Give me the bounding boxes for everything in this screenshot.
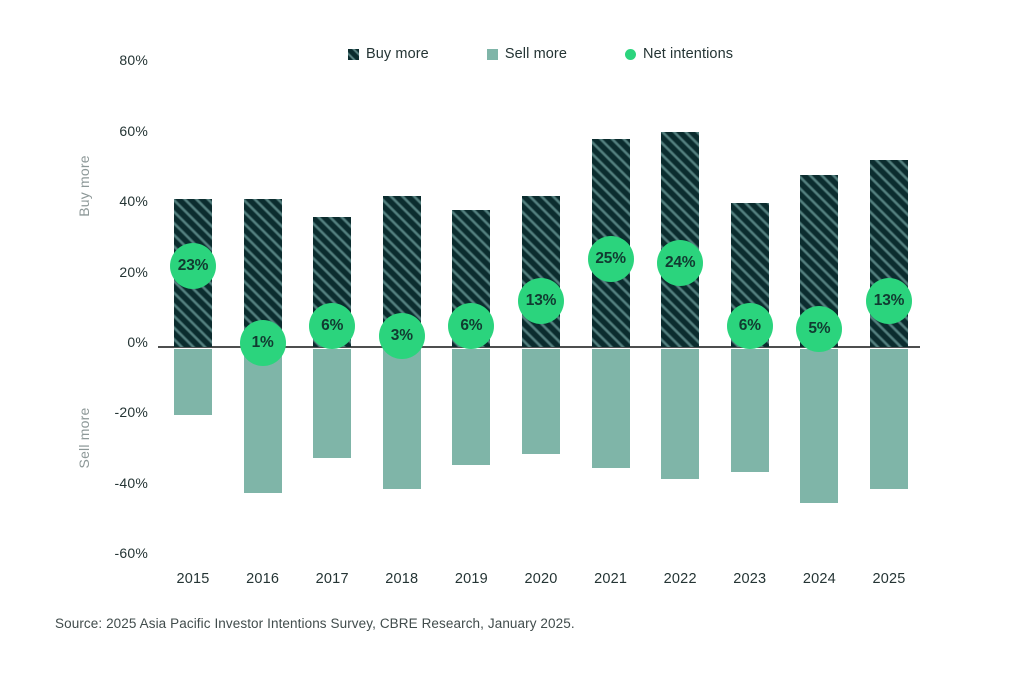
sell-bar-2015 xyxy=(174,348,212,416)
legend-label: Sell more xyxy=(504,46,568,62)
net-intentions-bubble-2016: 1% xyxy=(239,320,286,367)
sell-bar-2017 xyxy=(313,348,352,458)
y-tick-80: 80% xyxy=(119,52,148,69)
x-axis-label-2016: 2016 xyxy=(246,571,280,587)
sell-bar-2024 xyxy=(800,348,839,504)
x-axis-label-2022: 2022 xyxy=(663,571,697,587)
sell-bar-2022 xyxy=(661,348,700,479)
legend-item-net-intentions: Net intentions xyxy=(625,46,733,62)
y-tick-20: 20% xyxy=(119,263,148,280)
legend-label: Buy more xyxy=(366,46,429,62)
net-intentions-bubble-2017: 6% xyxy=(309,302,356,349)
legend-item-buy-more: Buy more xyxy=(348,46,429,62)
y-tick--40: -40% xyxy=(114,474,148,491)
sell-bar-2023 xyxy=(730,348,769,472)
net-intentions-bubble-2022: 24% xyxy=(657,239,704,286)
net-intentions-bubble-2025: 13% xyxy=(866,278,912,325)
net-intentions-bubble-2020: 13% xyxy=(518,278,564,325)
y-tick--60: -60% xyxy=(114,545,148,562)
sell-bar-2016 xyxy=(243,348,282,493)
x-axis-label-2019: 2019 xyxy=(454,571,488,587)
net-intentions-bubble-2018: 3% xyxy=(378,313,425,360)
net-intentions-bubble-2024: 5% xyxy=(796,306,843,353)
x-axis-label-2018: 2018 xyxy=(385,571,419,587)
hatch-square-icon xyxy=(348,48,359,60)
buy-bar-2020 xyxy=(522,195,560,347)
x-axis-label-2025: 2025 xyxy=(872,571,906,587)
sell-bar-2020 xyxy=(522,348,560,455)
x-axis-label-2021: 2021 xyxy=(594,571,628,587)
y-tick-60: 60% xyxy=(119,122,148,139)
chart-legend: Buy more Sell more Net intentions xyxy=(348,46,733,62)
net-intentions-bubble-2021: 25% xyxy=(587,236,634,282)
x-axis-label-2024: 2024 xyxy=(802,571,836,587)
y-tick--20: -20% xyxy=(114,404,148,421)
x-axis-label-2023: 2023 xyxy=(733,571,767,587)
x-axis-labels: 2015 2016 2017 2018 2019 2020 2021 2022 2023 2024… xyxy=(0,571,1024,591)
sell-bar-2021 xyxy=(591,348,630,469)
sell-bar-2019 xyxy=(452,348,491,465)
y-tick-40: 40% xyxy=(119,193,148,210)
solid-square-icon xyxy=(486,48,498,60)
y-tick-0: 0% xyxy=(127,334,148,350)
x-axis-label-2020: 2020 xyxy=(524,571,558,587)
net-intentions-bubble-2023: 6% xyxy=(726,302,773,349)
solid-circle-icon xyxy=(625,48,637,60)
legend-item-sell-more: Sell more xyxy=(486,46,568,62)
x-axis-label-2015: 2015 xyxy=(176,571,210,587)
net-intentions-bubble-2019: 6% xyxy=(448,302,495,349)
net-intentions-bubble-2015: 23% xyxy=(170,243,216,290)
legend-label: Net intentions xyxy=(643,46,734,62)
sell-bar-2018 xyxy=(382,348,421,490)
sell-bar-2025 xyxy=(870,348,908,490)
x-axis-label-2017: 2017 xyxy=(315,571,349,587)
source-note: Source: 2025 Asia Pacific Investor Inten… xyxy=(55,616,575,631)
